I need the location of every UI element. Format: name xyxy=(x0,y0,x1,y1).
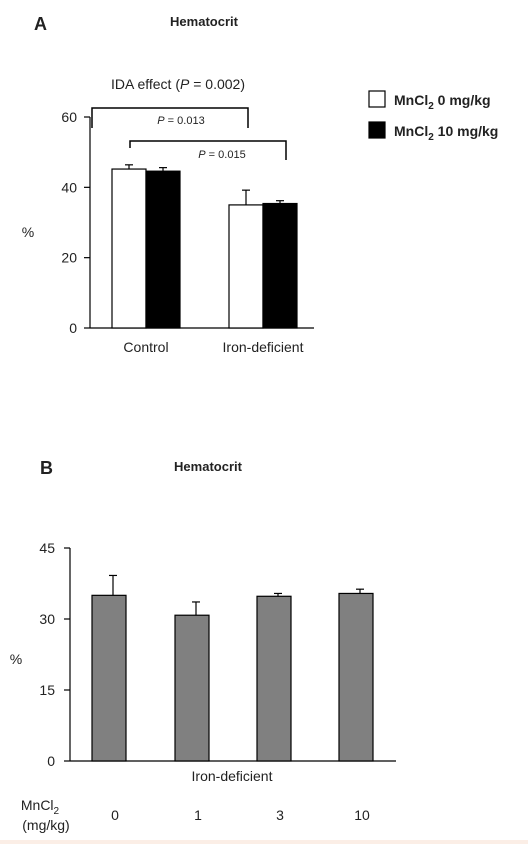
panel-a-effect-annotation: IDA effect (P = 0.002) xyxy=(111,76,245,92)
legend-label-series-2: MnCl2 10 mg/kg xyxy=(394,123,498,143)
panel-a-y-tick-label: 0 xyxy=(69,320,77,336)
panel-a-y-tick-label: 40 xyxy=(61,179,77,195)
panel-b-x-axis-units: (mg/kg) xyxy=(22,817,69,833)
panel-a-bar-2-1 xyxy=(228,204,264,329)
panel-b-y-axis-title: % xyxy=(10,651,22,667)
panel-a-bar-2-2 xyxy=(262,202,298,329)
panel-b-y-tick-label: 15 xyxy=(39,682,55,698)
panel-a-label: A xyxy=(34,14,47,34)
legend-swatch-white xyxy=(368,90,386,108)
panel-a-bar-1-1 xyxy=(111,168,147,329)
panel-b-category-label: 0 xyxy=(111,807,119,823)
panel-b-bar-4 xyxy=(338,592,374,762)
panel-a-bar-1-2 xyxy=(145,170,181,329)
panel-a-bracket-2-label: P = 0.015 xyxy=(198,149,245,161)
panel-b-category-label: 10 xyxy=(354,807,370,823)
panel-a-category-label: Iron-deficient xyxy=(223,339,304,355)
panel-a-y-tick-label: 60 xyxy=(61,109,77,125)
footer-band xyxy=(0,840,528,844)
panel-b-x-axis-title: MnCl2 xyxy=(21,797,60,817)
panel-b-bar-2 xyxy=(174,614,210,762)
panel-b-bar-1 xyxy=(91,594,127,762)
panel-a-bracket-1-label: P = 0.013 xyxy=(157,115,204,127)
legend-swatch-black xyxy=(368,121,386,139)
panel-b-label: B xyxy=(40,458,53,478)
panel-a-bracket-1 xyxy=(91,107,249,128)
panel-a: A Hematocrit IDA effect (P = 0.002) P = … xyxy=(22,14,499,355)
panel-a-y-axis-title: % xyxy=(22,224,34,240)
panel-b-title: Hematocrit xyxy=(174,459,243,474)
panel-b-category-label: 3 xyxy=(276,807,284,823)
panel-b-y-tick-label: 45 xyxy=(39,540,55,556)
panel-a-legend: MnCl2 0 mg/kg MnCl2 10 mg/kg xyxy=(368,90,498,143)
panel-a-y-tick-label: 20 xyxy=(61,250,77,266)
panel-b-y-tick-label: 0 xyxy=(47,753,55,769)
panel-a-title: Hematocrit xyxy=(170,14,239,29)
panel-a-bracket-2 xyxy=(129,140,287,160)
panel-a-category-label: Control xyxy=(123,339,168,355)
legend-label-series-1: MnCl2 0 mg/kg xyxy=(394,92,491,112)
panel-b-category-label: 1 xyxy=(194,807,202,823)
panel-b-bar-3 xyxy=(256,595,292,762)
panel-b-group-label: Iron-deficient xyxy=(192,768,273,784)
panel-b-y-tick-label: 30 xyxy=(39,611,55,627)
